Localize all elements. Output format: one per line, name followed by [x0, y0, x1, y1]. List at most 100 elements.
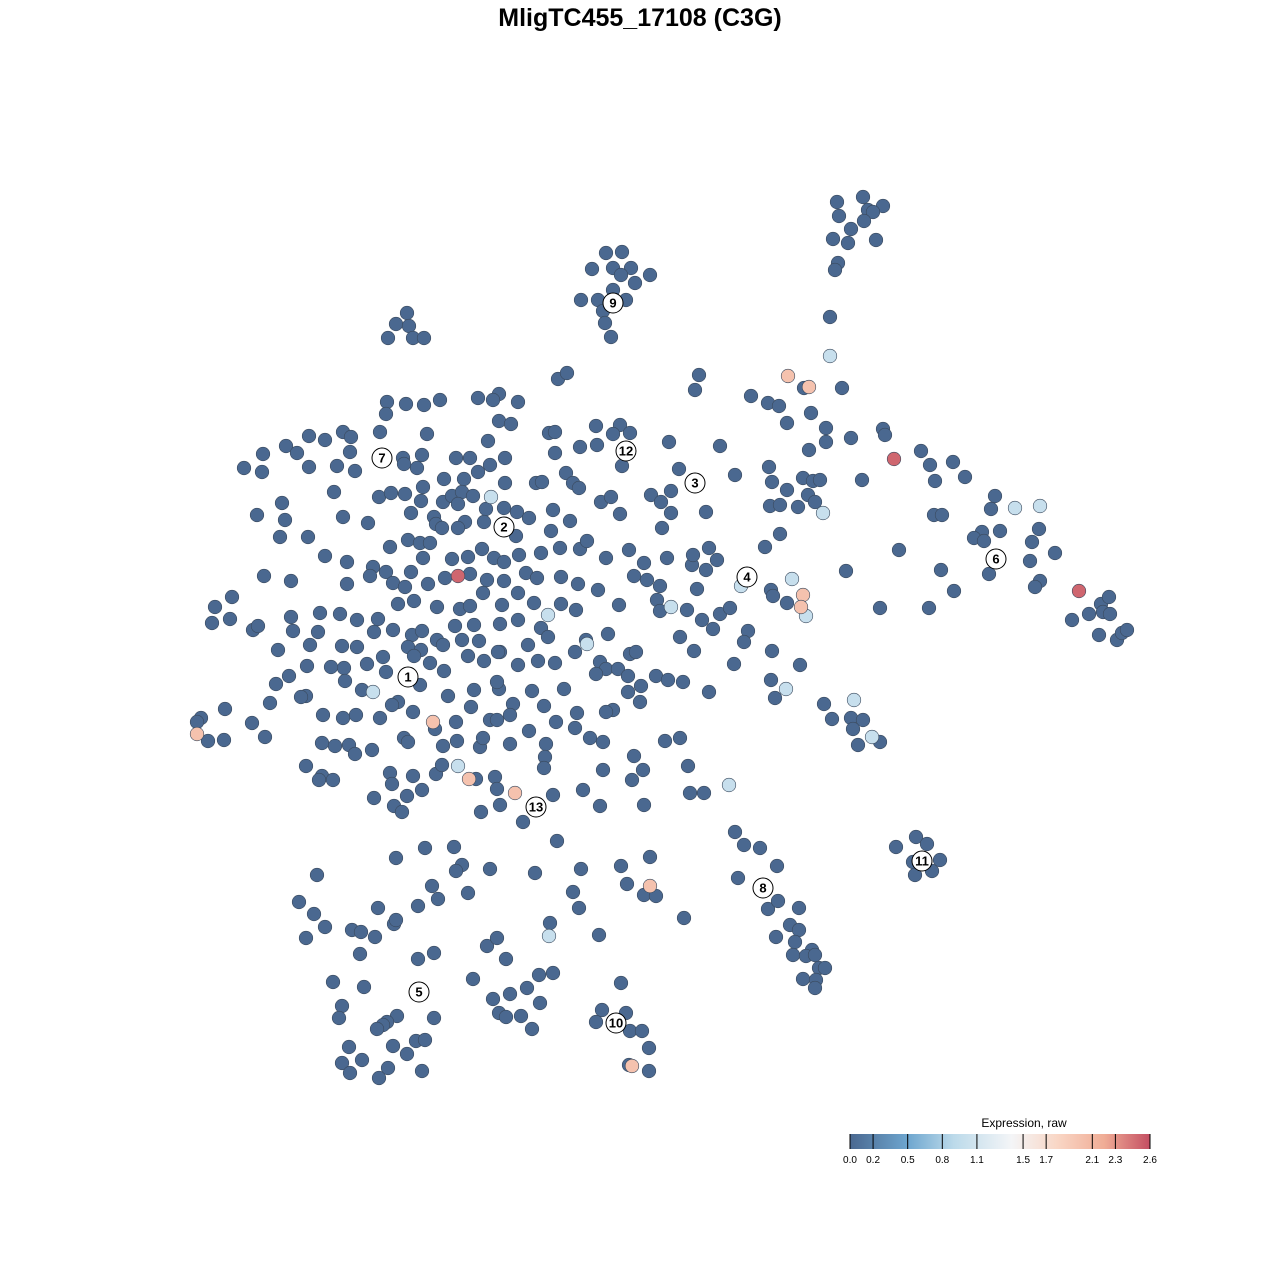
data-point: [850, 737, 866, 753]
data-point: [648, 668, 664, 684]
data-point: [726, 656, 742, 672]
data-point: [277, 512, 293, 528]
data-point: [463, 699, 479, 715]
data-point: [476, 514, 492, 530]
data-point: [489, 930, 505, 946]
cluster-label: 7: [378, 451, 385, 466]
data-point: [354, 1052, 370, 1068]
data-point: [352, 946, 368, 962]
data-point: [426, 945, 442, 961]
data-point: [933, 562, 949, 578]
cluster-label-badge: [684, 472, 706, 494]
data-point: [335, 509, 351, 525]
data-point: [456, 471, 472, 487]
data-point: [462, 598, 478, 614]
data-point: [946, 583, 962, 599]
data-point: [270, 642, 286, 658]
data-point: [568, 602, 584, 618]
data-point: [598, 550, 614, 566]
data-point: [730, 870, 746, 886]
data-point: [611, 597, 627, 613]
data-point: [510, 657, 526, 673]
data-point: [770, 893, 786, 909]
data-point: [784, 571, 800, 587]
data-point: [366, 790, 382, 806]
data-point: [341, 1039, 357, 1055]
cluster-label-badge: [985, 548, 1007, 570]
data-point: [864, 729, 880, 745]
data-point: [509, 504, 525, 520]
data-point: [763, 672, 779, 688]
data-point: [653, 494, 669, 510]
data-point: [785, 947, 801, 963]
data-point: [532, 995, 548, 1011]
data-point: [189, 714, 205, 730]
data-point: [779, 415, 795, 431]
data-point: [496, 573, 512, 589]
data-point: [436, 663, 452, 679]
data-point: [448, 863, 464, 879]
data-point: [588, 418, 604, 434]
data-point: [626, 748, 642, 764]
data-point: [520, 637, 536, 653]
data-point: [444, 551, 460, 567]
data-point: [595, 762, 611, 778]
data-point: [533, 545, 549, 561]
data-point: [760, 901, 776, 917]
data-point: [689, 581, 705, 597]
data-point: [502, 707, 518, 723]
data-point: [311, 772, 327, 788]
data-point: [545, 965, 561, 981]
data-point: [465, 488, 481, 504]
data-point: [709, 552, 725, 568]
data-point: [780, 368, 796, 384]
data-point: [913, 443, 929, 459]
data-point: [502, 986, 518, 1002]
data-point: [793, 599, 809, 615]
data-point: [385, 1038, 401, 1054]
data-point: [449, 733, 465, 749]
data-point: [818, 434, 834, 450]
cluster-label: 9: [609, 296, 616, 311]
data-point: [342, 1065, 358, 1081]
data-point: [494, 597, 510, 613]
cluster-label: 8: [759, 881, 766, 896]
data-point: [430, 891, 446, 907]
data-point: [436, 471, 452, 487]
legend-tick-label: 1.5: [1016, 1155, 1030, 1166]
data-point: [1024, 534, 1040, 550]
data-point: [573, 861, 589, 877]
data-point: [497, 450, 513, 466]
data-point: [317, 919, 333, 935]
data-point: [663, 483, 679, 499]
data-point: [613, 975, 629, 991]
data-point: [825, 231, 841, 247]
data-point: [571, 900, 587, 916]
cluster-label: 6: [992, 552, 999, 567]
data-point: [801, 379, 817, 395]
data-point: [553, 596, 569, 612]
data-point: [908, 829, 924, 845]
data-point: [416, 330, 432, 346]
data-point: [462, 450, 478, 466]
data-point: [301, 459, 317, 475]
data-point: [791, 900, 807, 916]
data-point: [764, 643, 780, 659]
data-point: [291, 894, 307, 910]
data-point: [822, 348, 838, 364]
data-point: [589, 437, 605, 453]
data-point: [329, 458, 345, 474]
data-point: [816, 696, 832, 712]
data-point: [348, 707, 364, 723]
data-point: [349, 639, 365, 655]
data-point: [380, 1060, 396, 1076]
data-point: [764, 474, 780, 490]
data-point: [281, 668, 297, 684]
data-point: [987, 488, 1003, 504]
data-point: [579, 636, 595, 652]
legend-tick-label: 0.2: [866, 1155, 880, 1166]
data-point: [824, 711, 840, 727]
data-point: [829, 194, 845, 210]
data-point: [283, 573, 299, 589]
data-point: [399, 305, 415, 321]
